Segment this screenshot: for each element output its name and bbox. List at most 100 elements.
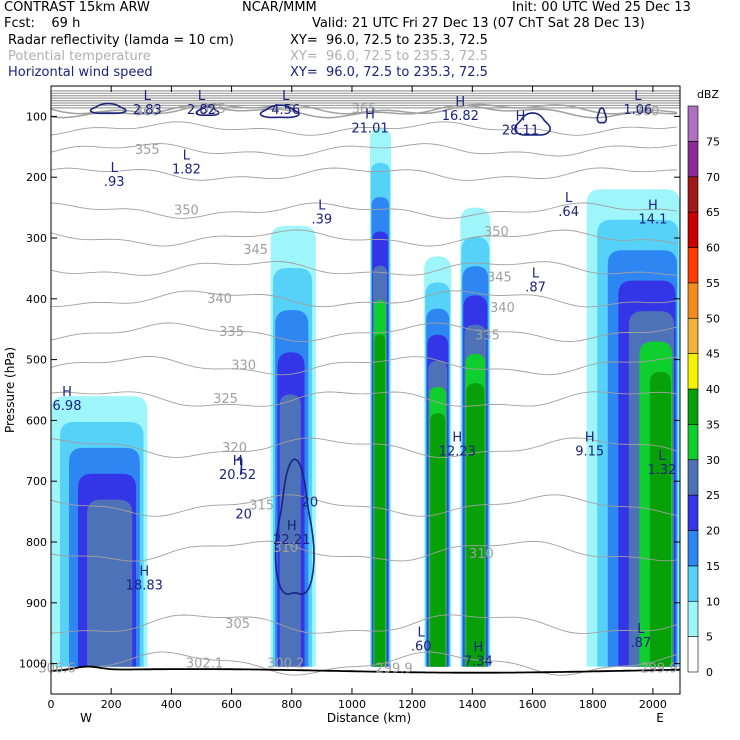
field1-name: Radar reflectivity (lamda = 10 cm) <box>8 33 234 48</box>
contour-labels: 365 360 360 365 355 350 350 345 345 340 340 335 335 3… <box>38 89 677 676</box>
theta-label: 350 <box>484 225 509 240</box>
colorbar-swatch <box>687 636 699 673</box>
wind-extremum-value: 1.06 <box>623 103 652 118</box>
wind-extremum-value: .60 <box>411 639 432 654</box>
reflectivity-band <box>466 383 485 667</box>
wind-extremum-type: L <box>634 89 642 104</box>
x-tick-label: 1200 <box>398 698 426 711</box>
colorbar-swatch <box>687 247 699 284</box>
theta-label: 365 <box>352 102 377 117</box>
wind-extremum-value: 2.82 <box>187 103 216 118</box>
wind-extremum-type: L <box>418 625 426 640</box>
colorbar-label: 10 <box>706 595 720 608</box>
colorbar-label: 25 <box>706 489 720 502</box>
y-tick-label: 1000 <box>19 658 47 671</box>
theta-label: 365 <box>201 102 226 117</box>
wind-extremum-type: H <box>452 431 462 446</box>
wind-extremum-type: L <box>198 89 206 104</box>
axes: 0 200 400 600 800 1000 1200 1400 1600 1800 2000 100… <box>19 86 680 711</box>
colorbar-swatch <box>687 105 699 142</box>
theta-contours <box>51 90 680 676</box>
colorbar-swatch <box>687 282 699 319</box>
wind-extremum-value: 12.23 <box>439 445 476 460</box>
colorbar-label: 30 <box>706 454 720 467</box>
theta-contour-line <box>51 229 678 247</box>
reflectivity-band <box>430 413 446 667</box>
wind-contour-label: 20 <box>235 508 252 523</box>
theta-contour-line <box>51 356 678 376</box>
x-tick-label: 1800 <box>579 698 607 711</box>
wind-contour-line <box>195 105 220 116</box>
theta-label: 306.6 <box>38 661 75 676</box>
colorbar-swatch <box>687 565 699 602</box>
y-tick-label: 500 <box>26 354 47 367</box>
theta-label: 299.9 <box>375 661 412 676</box>
reflectivity-band <box>649 371 671 667</box>
theta-contour-line <box>51 261 678 276</box>
theta-contour-line <box>51 651 678 676</box>
colorbar-swatch <box>687 459 699 496</box>
wind-extremum-value: 22.21 <box>273 533 310 548</box>
wind-extremum-type: H <box>585 431 595 446</box>
x-axis-label: Distance (km) <box>327 711 411 725</box>
valid-time: Valid: 21 UTC Fri 27 Dec 13 (07 ChT Sat … <box>312 16 645 31</box>
wind-extremum-type: L <box>637 622 645 637</box>
theta-label: 350 <box>174 204 199 219</box>
wind-contours <box>89 102 607 595</box>
theta-contour-line <box>51 167 677 181</box>
y-tick-label: 400 <box>26 293 47 306</box>
wind-extremum-value: 1.82 <box>172 163 201 178</box>
wind-extremum-value: .93 <box>104 175 125 190</box>
wind-extremum-value: 28.11 <box>502 124 539 139</box>
colorbar-label: 55 <box>706 277 720 290</box>
theta-contour-line <box>51 103 678 115</box>
field2-xy: XY= 96.0, 72.5 to 235.3, 72.5 <box>290 49 488 64</box>
wind-extremum-value: 16.82 <box>442 109 479 124</box>
y-tick-label: 900 <box>26 597 47 610</box>
theta-contour-line <box>51 121 678 136</box>
colorbar-label: 0 <box>706 666 713 679</box>
colorbar-label: 50 <box>706 312 720 325</box>
theta-label: 305 <box>225 617 250 632</box>
colorbar-swatch <box>687 176 699 213</box>
colorbar-swatch <box>687 600 699 637</box>
x-tick-label: 1000 <box>338 698 366 711</box>
colorbar-label: 65 <box>706 206 720 219</box>
colorbar-label: 60 <box>706 242 720 255</box>
colorbar-swatch <box>687 353 699 390</box>
wind-extremum-type: L <box>318 198 326 213</box>
theta-label: 360 <box>135 105 160 120</box>
wind-extremum-type: H <box>455 95 465 110</box>
wind-extremum-type: L <box>532 267 540 282</box>
x-tick-label: 2000 <box>639 698 667 711</box>
colorbar-unit: dBZ <box>697 88 720 101</box>
field3-name: Horizontal wind speed <box>8 65 153 80</box>
colorbar-label: 20 <box>706 525 720 538</box>
wind-extremum-value: .39 <box>312 212 333 227</box>
colorbar: 0 5 10 15 20 25 30 35 40 45 50 55 60 65 70 75 dBZ <box>687 88 720 679</box>
theta-contour-line <box>51 614 678 634</box>
colorbar-swatch <box>687 530 699 567</box>
colorbar-label: 40 <box>706 383 720 396</box>
model-title: CONTRAST 15km ARW <box>4 0 150 15</box>
x-tick-label: 1400 <box>458 698 486 711</box>
x-tick-label: 400 <box>161 698 182 711</box>
wind-contour-line <box>89 102 127 115</box>
theta-label: 299.9 <box>640 661 677 676</box>
y-tick-label: 700 <box>26 475 47 488</box>
plot-frame <box>50 85 681 695</box>
theta-contour-line <box>51 391 678 407</box>
theta-label: 335 <box>219 325 244 340</box>
wind-extremum-value: .64 <box>558 205 579 220</box>
wind-extremum-type: L <box>282 89 290 104</box>
theta-contour-line <box>51 104 677 119</box>
colorbar-label: 35 <box>706 418 720 431</box>
wind-extremum-value: 9.15 <box>575 445 604 460</box>
wind-extremum-type: L <box>183 149 191 164</box>
colorbar-label: 70 <box>706 171 720 184</box>
wind-contour-line <box>274 458 315 595</box>
theta-label: 310 <box>273 541 298 556</box>
forecast-hour: Fcst: 69 h <box>4 16 81 31</box>
colorbar-swatch <box>687 494 699 531</box>
y-tick-label: 300 <box>26 232 47 245</box>
